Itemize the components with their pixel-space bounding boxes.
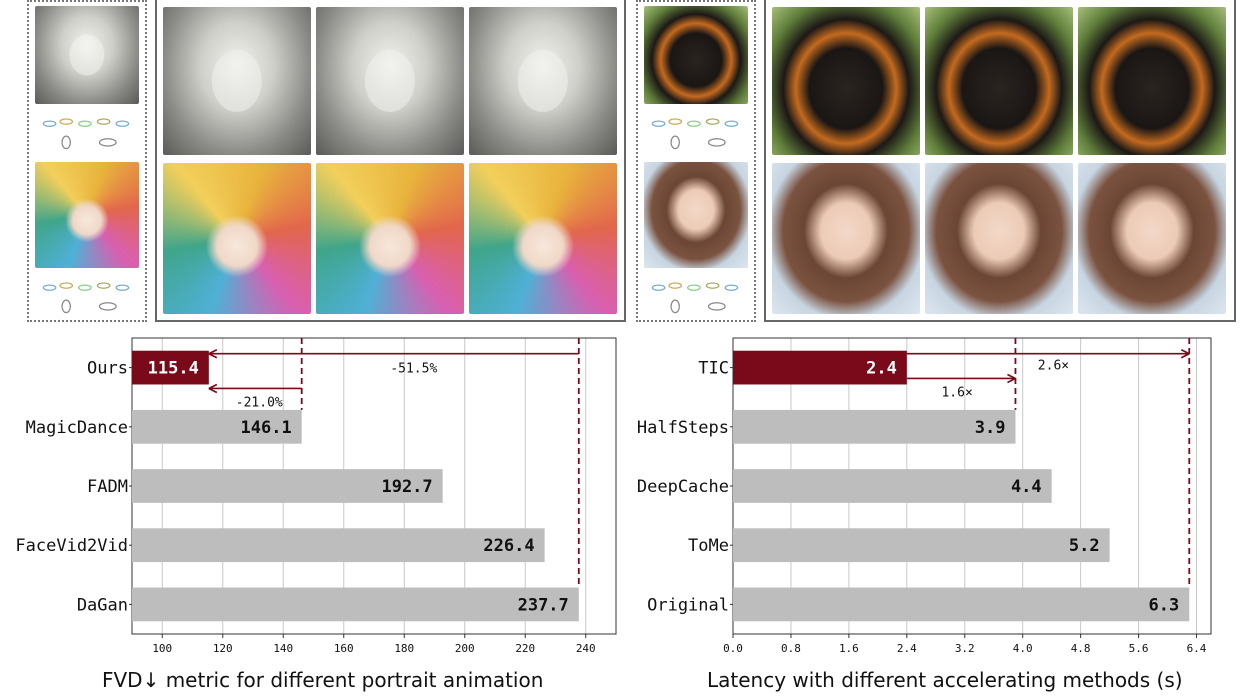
reference-statue-image xyxy=(35,6,139,104)
category-label: FaceVid2Vid xyxy=(15,536,128,556)
bar-halfsteps xyxy=(733,409,1016,444)
x-tick-label: 5.6 xyxy=(1129,642,1149,655)
x-tick-label: 100 xyxy=(152,642,172,655)
anime-frame-2 xyxy=(925,163,1073,314)
x-tick-label: 2.4 xyxy=(897,642,917,655)
x-tick-label: 240 xyxy=(576,642,596,655)
colorful-frame-1 xyxy=(163,163,311,314)
value-label: 115.4 xyxy=(148,359,199,379)
keypoints-image xyxy=(35,274,139,318)
statue-frame-1 xyxy=(163,7,311,155)
monkey-frame-1 xyxy=(772,7,920,155)
category-label: DeepCache xyxy=(637,477,729,497)
category-label: TIC xyxy=(698,359,729,379)
bar-original xyxy=(733,587,1190,622)
bar-tic xyxy=(733,350,907,385)
value-label: 2.4 xyxy=(866,359,897,379)
reference-colorful-image xyxy=(35,162,139,268)
monkey-frame-3 xyxy=(1078,7,1226,155)
colorful-frame-3 xyxy=(469,163,617,314)
monkey-frame-2 xyxy=(925,7,1073,155)
value-label: 6.3 xyxy=(1149,595,1180,615)
category-label: DaGan xyxy=(77,595,128,615)
keypoints-image xyxy=(35,110,139,154)
bar-ours xyxy=(132,350,209,385)
bar-tome xyxy=(733,528,1110,563)
x-tick-label: 140 xyxy=(273,642,293,655)
fvd-caption: FVD↓ metric for different portrait anima… xyxy=(102,668,544,692)
right-results-panel xyxy=(764,0,1236,322)
x-tick-label: 160 xyxy=(334,642,354,655)
annotation-label: -51.5% xyxy=(390,362,437,377)
anime-frame-1 xyxy=(772,163,920,314)
x-tick-label: 4.8 xyxy=(1071,642,1091,655)
value-label: 3.9 xyxy=(975,418,1006,438)
category-label: FADM xyxy=(87,477,128,497)
value-label: 226.4 xyxy=(483,536,534,556)
value-label: 4.4 xyxy=(1011,477,1042,497)
category-label: HalfSteps xyxy=(637,418,729,438)
latency-bar-chart: 2.4 TIC 3.9 HalfSteps 4.4 DeepCache 5.2 ToMe 6.3… xyxy=(637,337,1212,655)
x-tick-label: 3.2 xyxy=(955,642,975,655)
value-label: 146.1 xyxy=(241,418,292,438)
arrow-head xyxy=(1007,373,1016,384)
annotation-label: -21.0% xyxy=(236,395,283,410)
x-tick-label: 220 xyxy=(515,642,535,655)
bar-fadm xyxy=(132,469,443,503)
bar-magicdance xyxy=(132,409,302,444)
x-tick-label: 0.8 xyxy=(781,642,801,655)
colorful-frame-2 xyxy=(316,163,464,314)
value-label: 5.2 xyxy=(1069,536,1100,556)
fvd-bar-chart: 115.4 Ours 146.1 MagicDance 192.7 FADM 226.4 Fa… xyxy=(15,337,617,655)
right-reference-column xyxy=(636,0,756,322)
statue-frame-2 xyxy=(316,7,464,155)
x-tick-label: 120 xyxy=(213,642,233,655)
x-tick-label: 1.6 xyxy=(839,642,859,655)
arrow-head xyxy=(1180,349,1190,359)
value-label: 237.7 xyxy=(518,595,569,615)
category-label: MagicDance xyxy=(26,418,128,438)
statue-frame-3 xyxy=(469,7,617,155)
left-reference-column xyxy=(27,0,147,322)
left-results-panel xyxy=(155,0,626,322)
category-label: Ours xyxy=(87,359,128,379)
bar-facevid2vid xyxy=(132,528,545,563)
x-tick-label: 200 xyxy=(455,642,475,655)
reference-monkey-image xyxy=(644,6,748,104)
x-tick-label: 6.4 xyxy=(1187,642,1207,655)
annotation-label: 2.6× xyxy=(1038,359,1069,374)
keypoints-image xyxy=(644,110,748,154)
x-tick-label: 180 xyxy=(394,642,414,655)
bar-dagan xyxy=(132,587,579,622)
x-tick-label: 0.0 xyxy=(723,642,743,655)
x-tick-label: 4.0 xyxy=(1013,642,1033,655)
category-label: ToMe xyxy=(688,536,729,556)
bar-deepcache xyxy=(733,469,1052,503)
arrow-head xyxy=(208,383,218,394)
anime-frame-3 xyxy=(1078,163,1226,314)
keypoints-image xyxy=(644,274,748,318)
category-label: Original xyxy=(647,595,729,615)
reference-anime-image xyxy=(644,162,748,268)
latency-caption: Latency with different accelerating meth… xyxy=(707,668,1183,692)
annotation-label: 1.6× xyxy=(941,385,972,400)
arrow-head xyxy=(208,349,218,359)
value-label: 192.7 xyxy=(381,477,432,497)
